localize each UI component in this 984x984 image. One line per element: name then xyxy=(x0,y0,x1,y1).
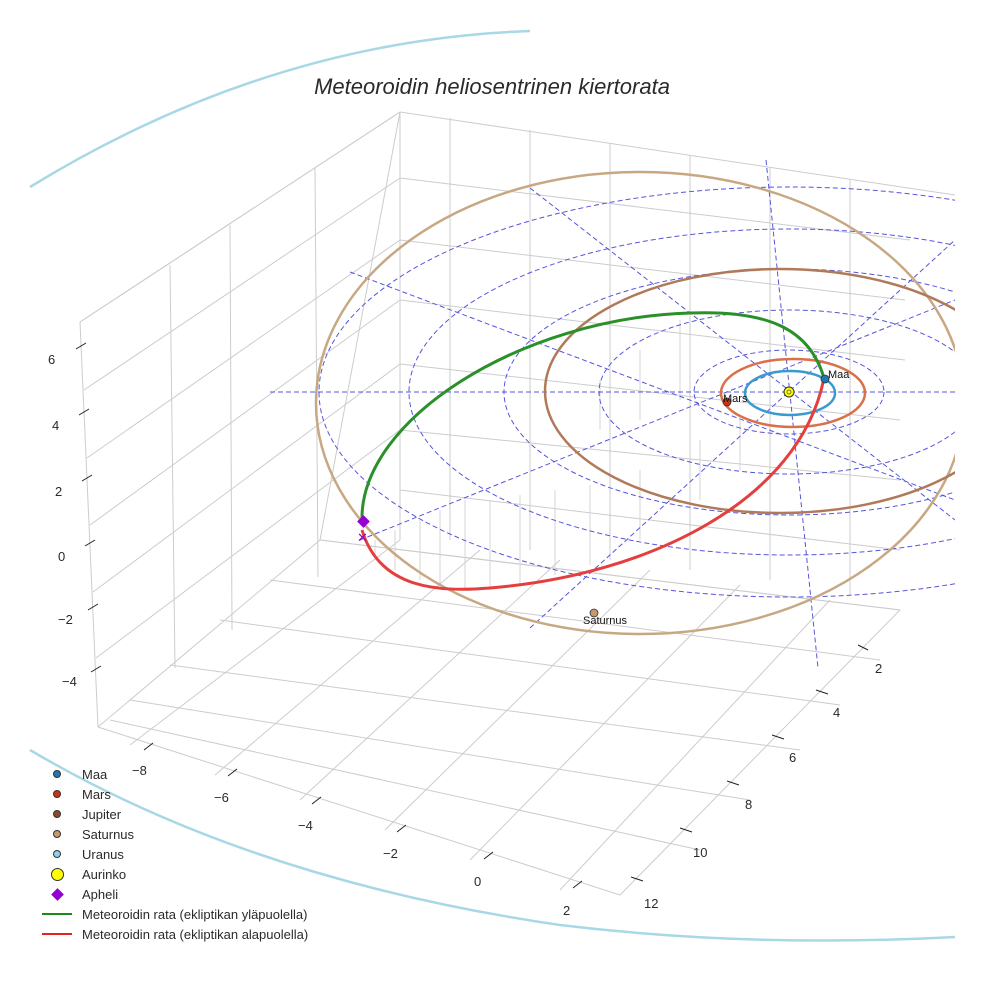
earth-orbit xyxy=(743,369,837,417)
earth-dot-icon xyxy=(53,770,61,778)
x-tick: −6 xyxy=(214,790,229,805)
y-tick: 12 xyxy=(644,896,659,911)
legend-label: Uranus xyxy=(82,846,124,862)
y-tick: 10 xyxy=(693,845,708,860)
legend-item-maa[interactable]: Maa xyxy=(36,764,308,784)
y-tick: 4 xyxy=(833,705,841,720)
legend-label: Meteoroidin rata (ekliptikan yläpuolella… xyxy=(82,906,308,922)
legend-label: Saturnus xyxy=(82,826,135,842)
mars-dot-icon xyxy=(53,790,61,798)
saturn-dot-icon xyxy=(53,830,61,838)
legend-item-mars[interactable]: Mars xyxy=(36,784,308,804)
planet-label-maa: Maa xyxy=(828,369,850,381)
drop-lines xyxy=(374,320,741,590)
x-tick: 2 xyxy=(563,903,571,918)
y-tick: 8 xyxy=(745,797,753,812)
z-tick: 0 xyxy=(58,549,66,564)
ecliptic-grid xyxy=(270,159,955,669)
x-tick: 0 xyxy=(474,874,482,889)
z-tick: 6 xyxy=(48,352,56,367)
legend-item-orbit-below[interactable]: Meteoroidin rata (ekliptikan alapuolella… xyxy=(36,924,308,944)
diamond-icon xyxy=(50,887,64,901)
z-tick: −4 xyxy=(62,674,77,689)
saturn-orbit xyxy=(314,170,955,636)
legend-item-apheli[interactable]: Apheli xyxy=(36,884,308,904)
y-tick: 6 xyxy=(789,750,797,765)
legend-label: Meteoroidin rata (ekliptikan alapuolella… xyxy=(82,926,309,942)
mars-marker[interactable] xyxy=(722,397,732,407)
tick-marks xyxy=(75,342,869,889)
x-tick: −2 xyxy=(383,846,398,861)
legend-item-jupiter[interactable]: Jupiter xyxy=(36,804,308,824)
meteoroid-orbit-below xyxy=(360,377,826,591)
legend-label: Mars xyxy=(82,786,111,802)
legend-item-saturnus[interactable]: Saturnus xyxy=(36,824,308,844)
green-line-icon xyxy=(42,913,72,915)
sun-center-icon xyxy=(786,389,792,395)
y-tick: 2 xyxy=(875,661,883,676)
uranus-orbit-lower xyxy=(29,748,955,942)
uranus-orbit xyxy=(29,29,531,189)
z-tick: 2 xyxy=(55,484,63,499)
legend-label: Maa xyxy=(82,766,108,782)
chart-title: Meteoroidin heliosentrinen kiertorata xyxy=(314,74,670,99)
legend-label: Apheli xyxy=(82,886,119,902)
legend-item-aurinko[interactable]: Aurinko xyxy=(36,864,308,884)
legend-label: Jupiter xyxy=(82,806,122,822)
meteoroid-orbit-above xyxy=(360,311,826,521)
aphelion-projection-icon: ✕ xyxy=(357,530,368,545)
z-tick: −2 xyxy=(58,612,73,627)
red-line-icon xyxy=(42,933,72,935)
jupiter-orbit xyxy=(543,267,955,515)
x-tick: −8 xyxy=(132,763,147,778)
sun-dot-icon xyxy=(50,867,64,881)
mars-orbit xyxy=(719,357,867,429)
legend-item-orbit-above[interactable]: Meteoroidin rata (ekliptikan yläpuolella… xyxy=(36,904,308,924)
planet-label-saturnus: Saturnus xyxy=(583,615,628,627)
sun-marker[interactable] xyxy=(783,386,795,398)
legend-item-uranus[interactable]: Uranus xyxy=(36,844,308,864)
z-tick: 4 xyxy=(52,418,60,433)
jupiter-dot-icon xyxy=(53,810,61,818)
legend: Maa Mars Jupiter Saturnus Uranus Aurinko… xyxy=(36,764,308,944)
uranus-dot-icon xyxy=(53,850,61,858)
x-tick: −4 xyxy=(298,818,313,833)
legend-label: Aurinko xyxy=(82,866,127,882)
earth-marker[interactable] xyxy=(820,374,830,384)
saturn-marker[interactable] xyxy=(589,608,599,618)
planet-label-mars: Mars xyxy=(723,393,748,405)
